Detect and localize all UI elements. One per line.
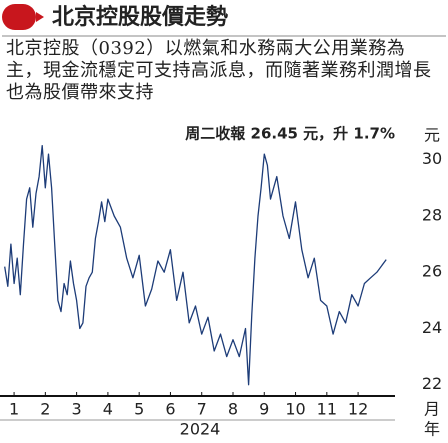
- y-tick-label: 28: [422, 205, 442, 224]
- y-axis-label: 元: [424, 126, 440, 145]
- x-tick-label: 1: [9, 400, 19, 419]
- x-axis-label: 月: [424, 400, 440, 419]
- y-tick-label: 26: [422, 262, 442, 281]
- x-tick-label: 4: [103, 400, 113, 419]
- x-tick-label: 11: [317, 400, 337, 419]
- x-tick-label: 6: [165, 400, 175, 419]
- x-tick-label: 8: [228, 400, 238, 419]
- y-tick-label: 24: [422, 318, 442, 337]
- icon-arrow: [36, 12, 44, 22]
- year-label: 年: [424, 420, 440, 439]
- x-tick-label: 5: [134, 400, 144, 419]
- icon: [2, 4, 36, 30]
- y-tick-label: 22: [422, 374, 442, 393]
- year: 2024: [180, 420, 221, 439]
- x-tick-label: 2: [40, 400, 50, 419]
- x-tick-label: 12: [348, 400, 368, 419]
- x-tick-label: 10: [285, 400, 305, 419]
- price-line: [4, 144, 387, 386]
- subtitle: 北京控股（0392）以燃氣和水務兩大公用業務為主，現金流穩定可支持高派息，而隨著…: [6, 38, 432, 103]
- x-tick-label: 3: [72, 400, 82, 419]
- x-tick-label: 9: [259, 400, 269, 419]
- x-tick-label: 7: [197, 400, 207, 419]
- y-tick-label: 30: [422, 149, 442, 168]
- annotation: 周二收報 26.45 元，升 1.7%: [185, 125, 395, 143]
- chart-title: 北京控股股價走勢: [52, 4, 228, 30]
